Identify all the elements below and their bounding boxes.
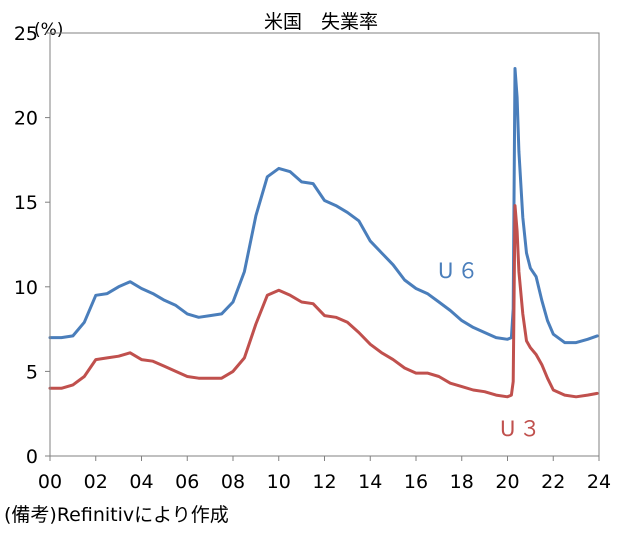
- x-tick-label-3: 06: [175, 471, 199, 493]
- series-label-u6: U６: [438, 259, 482, 283]
- x-tick-label-8: 16: [404, 471, 428, 493]
- x-tick-label-12: 24: [587, 471, 611, 493]
- y-axis-unit: (%): [34, 20, 63, 40]
- x-tick-label-11: 22: [541, 471, 565, 493]
- y-tick-label-1: 5: [26, 361, 38, 383]
- chart-title: 米国 失業率: [264, 11, 378, 33]
- x-tick-label-1: 02: [84, 471, 108, 493]
- series-line-0: [48, 67, 599, 345]
- x-tick-label-9: 18: [450, 471, 474, 493]
- series-label-u3: U３: [500, 417, 544, 441]
- x-tick-label-0: 00: [38, 471, 62, 493]
- series-line-1: [48, 204, 599, 399]
- y-tick-label-0: 0: [26, 446, 38, 468]
- x-tick-label-2: 04: [129, 471, 153, 493]
- y-tick-label-2: 10: [14, 277, 38, 299]
- x-tick-label-5: 10: [267, 471, 291, 493]
- y-tick-label-5: 25: [14, 23, 38, 45]
- x-tick-label-4: 08: [221, 471, 245, 493]
- y-tick-label-3: 15: [14, 192, 38, 214]
- source-note: (備考)Refinitivにより作成: [4, 504, 229, 526]
- x-tick-label-6: 12: [312, 471, 336, 493]
- x-tick-label-7: 14: [358, 471, 382, 493]
- x-tick-label-10: 20: [495, 471, 519, 493]
- y-tick-label-4: 20: [14, 108, 38, 130]
